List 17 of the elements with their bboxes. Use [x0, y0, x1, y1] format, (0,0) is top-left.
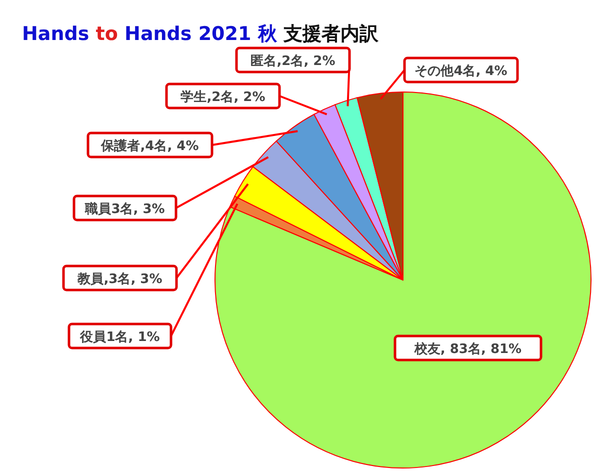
slice-label: その他 [414, 64, 455, 79]
slice-label: 校友 [413, 341, 440, 357]
data-label: 3名, 3% [111, 202, 165, 217]
slice-label: 学生 [180, 90, 207, 105]
slice-label: 役員 [79, 330, 108, 345]
slice-label: 保護者 [100, 138, 140, 154]
slice-label: 教員 [76, 272, 105, 287]
slice-label: 匿名 [250, 54, 277, 69]
data-label: 1名, 1% [106, 330, 160, 345]
data-label: ,3名, 3% [104, 272, 162, 287]
data-label: ,2名, 2% [276, 54, 336, 69]
slice-label: 職員 [84, 201, 112, 217]
data-label: ,4名, 4% [140, 139, 199, 154]
data-label: , 83名, 81% [440, 342, 522, 357]
data-label: 4名, 4% [454, 64, 508, 79]
data-label: ,2名, 2% [206, 90, 266, 105]
chart-title: Hands to Hands 2021 秋 支援者内訳 [22, 23, 380, 45]
